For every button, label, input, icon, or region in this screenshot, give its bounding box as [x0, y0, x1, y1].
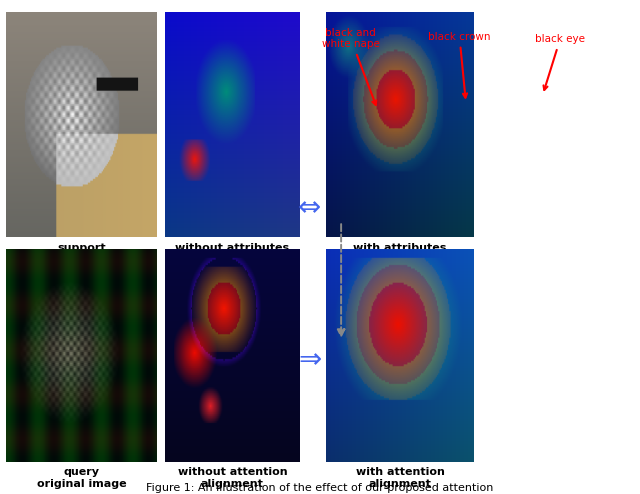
X-axis label: query
original image: query original image	[36, 467, 127, 489]
X-axis label: with attributes: with attributes	[353, 243, 447, 252]
X-axis label: without attributes: without attributes	[175, 243, 289, 252]
Text: ⇒: ⇒	[298, 346, 321, 373]
X-axis label: with attention
alignment: with attention alignment	[356, 467, 444, 489]
Text: black crown: black crown	[428, 32, 491, 98]
Text: Figure 1: An illustration of the effect of our proposed attention: Figure 1: An illustration of the effect …	[147, 483, 493, 493]
Text: black eye: black eye	[535, 35, 585, 90]
X-axis label: without attention
alignment: without attention alignment	[177, 467, 287, 489]
Text: black and
white nape: black and white nape	[322, 28, 380, 105]
Text: ⇔: ⇔	[298, 195, 321, 222]
X-axis label: support
original image: support original image	[36, 243, 127, 264]
